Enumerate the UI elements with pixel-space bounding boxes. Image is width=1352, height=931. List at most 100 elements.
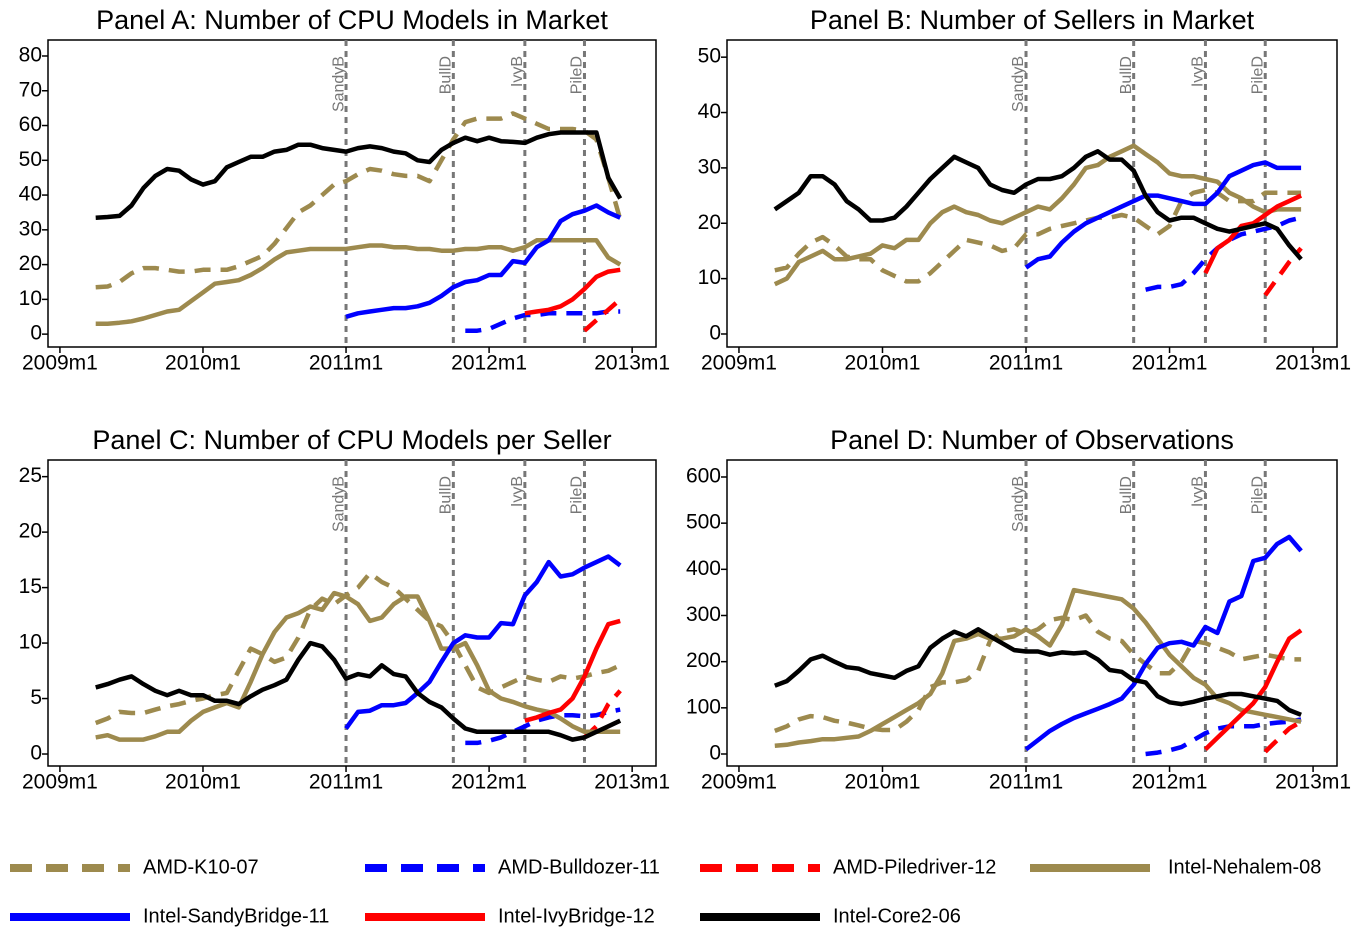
event-label: IvyB — [509, 56, 526, 87]
x-tick-label: 2009m1 — [701, 352, 777, 375]
series-line — [1145, 215, 1302, 292]
series-line — [1263, 719, 1303, 754]
legend-label: Intel-Core2-06 — [833, 905, 961, 927]
series-line — [773, 143, 1302, 287]
x-tick-label: 2012m1 — [451, 771, 527, 794]
y-tick-label: 50 — [19, 148, 42, 171]
legend-label: Intel-IvyBridge-12 — [498, 905, 655, 927]
y-tick-label: 25 — [19, 464, 42, 487]
event-label: IvyB — [1190, 56, 1207, 87]
series-line — [524, 267, 621, 316]
x-tick-label: 2012m1 — [1132, 352, 1208, 375]
series-line — [583, 297, 622, 333]
x-tick-label: 2009m1 — [701, 771, 777, 794]
y-tick-label: 40 — [698, 100, 721, 123]
event-label: BullD — [1118, 476, 1135, 514]
x-tick-label: 2011m1 — [309, 352, 383, 375]
legend-label: AMD-K10-07 — [143, 856, 259, 878]
series-line — [95, 238, 622, 326]
x-tick-label: 2013m1 — [1275, 771, 1351, 794]
series-line — [773, 149, 1303, 261]
series-line — [1024, 534, 1303, 752]
series-line — [524, 618, 621, 723]
event-label: BullD — [1118, 56, 1135, 94]
x-tick-label: 2009m1 — [22, 771, 98, 794]
y-tick-label: 5 — [30, 686, 42, 709]
x-tick-label: 2011m1 — [989, 771, 1063, 794]
y-tick-label: 0 — [30, 322, 42, 345]
y-tick-label: 100 — [686, 695, 721, 718]
x-tick-label: 2010m1 — [165, 771, 241, 794]
x-tick-label: 2013m1 — [594, 771, 670, 794]
y-tick-label: 300 — [686, 603, 721, 626]
legend: AMD-K10-07 AMD-Bulldozer-11 AMD-Piledriver… — [10, 856, 1321, 927]
legend-label: Intel-Nehalem-08 — [1168, 856, 1321, 878]
event-label: BullD — [438, 476, 455, 514]
event-label: SandyB — [330, 476, 347, 532]
series-line — [95, 640, 622, 742]
series-line — [94, 570, 622, 726]
event-label: SandyB — [1010, 56, 1027, 112]
y-tick-label: 20 — [698, 211, 721, 234]
x-tick-label: 2012m1 — [451, 352, 527, 375]
y-tick-label: 200 — [686, 649, 721, 672]
series-line — [345, 203, 622, 319]
x-tick-label: 2010m1 — [845, 352, 921, 375]
x-tick-label: 2013m1 — [594, 352, 670, 375]
event-label: IvyB — [509, 476, 526, 507]
y-tick-label: 30 — [19, 217, 42, 240]
y-tick-label: 40 — [19, 183, 42, 206]
y-tick-label: 20 — [19, 520, 42, 543]
series-line — [95, 111, 623, 290]
event-label: PileD — [569, 56, 586, 94]
event-label: SandyB — [330, 56, 347, 112]
plot-frame — [47, 459, 657, 767]
legend-label: AMD-Bulldozer-11 — [498, 856, 660, 878]
y-tick-label: 600 — [686, 465, 721, 488]
series-line — [1203, 628, 1303, 752]
event-label: IvyB — [1190, 476, 1207, 507]
y-tick-label: 10 — [698, 266, 721, 289]
series-line — [1024, 160, 1302, 270]
y-tick-label: 60 — [19, 113, 42, 136]
legend-label: Intel-SandyBridge-11 — [143, 905, 329, 927]
series-line — [465, 707, 621, 746]
x-tick-label: 2010m1 — [165, 352, 241, 375]
y-tick-label: 10 — [19, 287, 42, 310]
y-tick-label: 30 — [698, 155, 721, 178]
y-tick-label: 10 — [19, 631, 42, 654]
plot-frame — [47, 39, 657, 348]
series-line — [95, 590, 621, 742]
panel: Panel B: Number of Sellers in Market 0 10 2… — [698, 5, 1351, 374]
event-label: PileD — [1249, 476, 1266, 514]
event-label: PileD — [1249, 56, 1266, 94]
series-line — [344, 554, 622, 730]
series-line — [465, 309, 621, 333]
y-tick-label: 0 — [30, 742, 42, 765]
y-tick-label: 70 — [19, 78, 42, 101]
x-tick-label: 2011m1 — [989, 352, 1063, 375]
panel-title: Panel D: Number of Observations — [830, 425, 1234, 455]
event-label: PileD — [569, 476, 586, 514]
panel: Panel A: Number of CPU Models in Market 0… — [19, 5, 670, 374]
y-tick-label: 0 — [709, 742, 721, 765]
y-tick-label: 400 — [686, 557, 721, 580]
plot-frame — [726, 459, 1338, 767]
x-tick-label: 2012m1 — [1132, 771, 1208, 794]
event-label: BullD — [438, 56, 455, 94]
x-tick-label: 2010m1 — [845, 771, 921, 794]
x-tick-label: 2013m1 — [1275, 352, 1351, 375]
series-line — [1263, 246, 1303, 297]
y-tick-label: 0 — [709, 322, 721, 345]
series-line — [95, 130, 623, 220]
series-line — [1145, 717, 1302, 757]
panel-title: Panel C: Number of CPU Models per Seller — [92, 425, 611, 455]
panel-title: Panel A: Number of CPU Models in Market — [96, 5, 608, 35]
panel-title: Panel B: Number of Sellers in Market — [810, 5, 1255, 35]
y-tick-label: 500 — [686, 511, 721, 534]
panel: Panel C: Number of CPU Models per Seller… — [19, 425, 670, 793]
x-tick-label: 2011m1 — [309, 771, 383, 794]
legend-label: AMD-Piledriver-12 — [833, 856, 996, 878]
plot-frame — [726, 39, 1338, 348]
